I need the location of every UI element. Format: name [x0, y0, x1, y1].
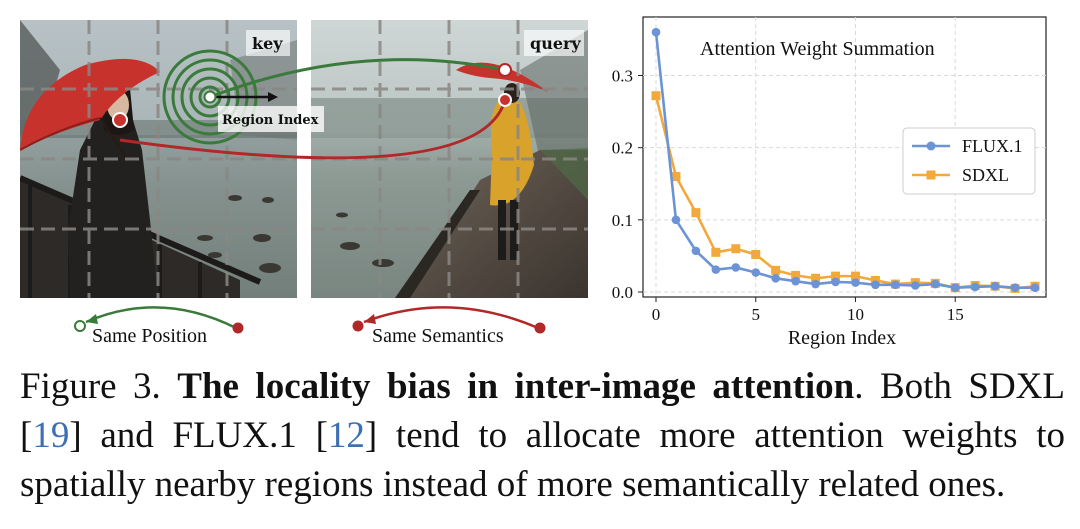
- caption-text-1: . Both SDXL: [854, 366, 1066, 407]
- data-point-flux: [990, 281, 1000, 291]
- caption-text-3: tend to allocate more attention weights …: [20, 415, 1065, 505]
- region-index-label: Region Index: [222, 113, 319, 128]
- data-point-flux: [751, 268, 761, 277]
- data-point-flux: [1010, 283, 1020, 292]
- x-tick-label: 15: [947, 305, 964, 324]
- key-label: key: [252, 34, 283, 53]
- figure: Region Index key query Same Position Sam…: [20, 16, 1047, 349]
- legend-sdxl-label: SDXL: [962, 165, 1009, 185]
- y-tick-label: 0.0: [612, 283, 633, 302]
- data-point-sdxl: [731, 244, 741, 254]
- y-tick-label: 0.2: [612, 139, 633, 158]
- data-point-flux: [811, 279, 820, 289]
- data-point-flux: [1030, 283, 1040, 292]
- data-point-flux: [711, 265, 721, 274]
- data-point-sdxl: [651, 91, 661, 101]
- query-label: query: [530, 34, 581, 53]
- region-index-arrow: [210, 92, 278, 102]
- data-point-sdxl: [791, 270, 801, 280]
- data-point-flux: [791, 276, 800, 286]
- data-point-sdxl: [831, 271, 841, 281]
- data-point-flux: [651, 27, 661, 37]
- legend-flux-marker: [926, 141, 936, 151]
- same-position-link: [209, 58, 506, 99]
- data-point-sdxl: [691, 208, 701, 218]
- legend-sdxl-marker: [926, 170, 936, 180]
- citation-19[interactable]: 19: [32, 415, 70, 456]
- citation-12[interactable]: 12: [327, 415, 365, 456]
- data-point-flux: [970, 282, 980, 292]
- chart-y-ticks: 0.0 0.1 0.2 0.3: [612, 67, 643, 302]
- same-position-label: Same Position: [92, 325, 207, 347]
- data-point-sdxl: [671, 172, 681, 182]
- same-semantics-label: Same Semantics: [372, 325, 504, 347]
- legend-flux-label: FLUX.1: [962, 136, 1023, 156]
- data-point-flux: [950, 283, 960, 292]
- data-point-flux: [871, 280, 880, 290]
- key-point-marker: [203, 90, 217, 104]
- data-point-flux: [831, 277, 840, 287]
- data-point-flux: [691, 246, 701, 256]
- caption-text-2: and FLUX.1: [81, 415, 316, 456]
- x-tick-label: 10: [847, 305, 864, 324]
- data-point-sdxl: [771, 265, 781, 275]
- chart-legend: FLUX.1 SDXL: [902, 127, 1036, 195]
- data-point-flux: [930, 279, 940, 289]
- x-tick-label: 0: [652, 305, 661, 324]
- figure-caption: Figure 3. The locality bias in inter-ima…: [20, 366, 1066, 505]
- data-point-sdxl: [870, 275, 880, 285]
- chart-series: [651, 27, 1040, 293]
- data-point-flux: [851, 278, 860, 287]
- figure-label: Figure 3.: [20, 366, 161, 407]
- query-umbrella-marker: [498, 63, 512, 77]
- data-point-flux: [891, 280, 900, 290]
- data-point-sdxl: [850, 271, 860, 281]
- chart-x-axis-label: Region Index: [788, 327, 896, 349]
- x-tick-label: 5: [751, 305, 760, 324]
- same-semantics-arrow: [352, 306, 546, 334]
- query-face-marker: [498, 93, 512, 107]
- data-point-flux: [911, 281, 920, 290]
- data-point-flux: [671, 215, 681, 225]
- region-grid-query: [311, 20, 588, 298]
- chart-title: Attention Weight Summation: [700, 38, 935, 60]
- data-point-sdxl: [711, 247, 721, 257]
- attention-chart: Attention Weight Summation 0.00.10.20.3 …: [612, 16, 1047, 349]
- y-tick-label: 0.1: [612, 211, 633, 230]
- key-face-marker: [112, 112, 128, 128]
- chart-x-ticks: 0 5 10 15: [652, 297, 964, 324]
- data-point-flux: [771, 273, 780, 283]
- region-grid-key: [20, 20, 297, 298]
- data-point-sdxl: [751, 249, 761, 259]
- same-semantics-link: [119, 99, 507, 160]
- caption-title: The locality bias in inter-image attenti…: [177, 366, 855, 407]
- same-position-arrow: [74, 306, 244, 334]
- data-point-sdxl: [811, 273, 821, 283]
- data-point-flux: [731, 263, 741, 272]
- y-tick-label: 0.3: [612, 67, 633, 86]
